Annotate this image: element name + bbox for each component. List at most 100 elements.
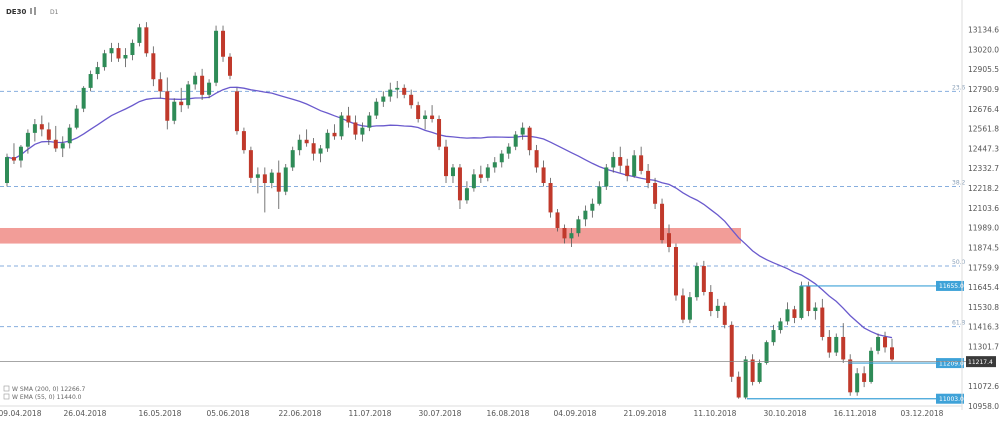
- candle: [74, 105, 79, 130]
- candle: [527, 125, 532, 156]
- y-tick-label: 11301.7: [968, 343, 999, 352]
- candle: [660, 198, 665, 244]
- candle: [653, 177, 658, 209]
- chart-header: DE30 D1: [6, 7, 59, 16]
- candle: [855, 368, 860, 396]
- candle: [841, 323, 846, 363]
- candle: [590, 198, 595, 218]
- candle: [890, 338, 894, 362]
- current-price-label: 11217.4: [968, 359, 993, 366]
- candle: [227, 53, 232, 80]
- y-tick-label: 12218.2: [968, 184, 999, 193]
- candle: [53, 125, 58, 152]
- y-tick-label: 10958.0: [968, 402, 999, 411]
- legend-checkbox[interactable]: [3, 385, 10, 392]
- candles: [5, 22, 894, 400]
- candle: [611, 151, 616, 173]
- candle: [813, 302, 818, 320]
- y-tick-label: 11645.4: [968, 283, 999, 292]
- candle: [158, 72, 163, 99]
- candle: [471, 169, 476, 192]
- legend-entry: W SMA (200, 0) 12266.7: [12, 386, 86, 393]
- y-tick-label: 11072.6: [968, 382, 999, 391]
- horizontal-levels: 11655.0 11209.0 11003.0: [747, 280, 964, 404]
- candle: [179, 87, 184, 113]
- candle: [346, 106, 351, 128]
- level-tag-label: 11655.0: [939, 283, 964, 290]
- y-tick-label: 12790.9: [968, 85, 999, 94]
- candle: [506, 143, 511, 159]
- candle: [667, 224, 672, 253]
- y-tick-label: 12447.3: [968, 144, 999, 153]
- symbol-label: DE30: [6, 8, 26, 16]
- candle: [806, 281, 811, 317]
- candle: [402, 84, 407, 99]
- y-axis: 13134.6 13020.0 12905.5 12790.9 12676.4 12561…: [961, 0, 999, 411]
- candle: [130, 39, 135, 61]
- candle: [834, 333, 839, 356]
- candle: [639, 146, 644, 175]
- y-tick-label: 13134.6: [968, 26, 999, 35]
- candles-icon[interactable]: [30, 7, 36, 15]
- y-tick-label: 12103.6: [968, 204, 999, 213]
- timeframe-label[interactable]: D1: [50, 9, 59, 16]
- candle: [304, 129, 309, 147]
- candle: [283, 163, 288, 196]
- candle: [144, 22, 149, 57]
- candle: [200, 68, 205, 100]
- y-tick-label: 11416.3: [968, 323, 999, 332]
- candle: [276, 160, 281, 209]
- candle: [597, 181, 602, 206]
- y-tick-label: 11759.9: [968, 263, 999, 272]
- candle: [325, 129, 330, 152]
- y-tick-label: 12905.5: [968, 65, 999, 74]
- candle: [221, 25, 226, 62]
- candle: [687, 291, 692, 324]
- legend-checkbox[interactable]: [3, 393, 10, 400]
- candle: [444, 139, 449, 184]
- candle: [374, 98, 379, 120]
- candle: [207, 79, 212, 99]
- y-tick-label: 11530.8: [968, 303, 999, 312]
- candle: [165, 77, 170, 130]
- x-tick-label: 16.11.2018: [834, 409, 877, 418]
- candle: [883, 331, 888, 353]
- x-tick-label: 03.12.2018: [901, 409, 944, 418]
- candle: [576, 215, 581, 237]
- candle: [109, 42, 114, 62]
- candle: [193, 72, 198, 90]
- x-tick-label: 30.07.2018: [419, 409, 462, 418]
- candle: [262, 167, 267, 213]
- sma-line: [6, 86, 893, 339]
- candle: [88, 70, 93, 92]
- x-tick-label: 16.05.2018: [139, 409, 182, 418]
- fib-level-label: 23.6: [952, 84, 966, 91]
- x-tick-label: 11.10.2018: [694, 409, 737, 418]
- candle: [694, 262, 699, 301]
- candle: [353, 115, 358, 140]
- x-tick-label: 26.04.2018: [64, 409, 107, 418]
- candle: [771, 324, 776, 346]
- y-tick-label: 13020.0: [968, 45, 999, 54]
- candle: [583, 205, 588, 227]
- candle: [423, 110, 428, 130]
- candle: [673, 243, 678, 301]
- current-price-line: 11217.4: [0, 356, 996, 368]
- candle: [332, 124, 337, 140]
- candle: [123, 48, 128, 68]
- resistance-zone: [0, 227, 741, 244]
- candle: [722, 302, 727, 329]
- candle: [151, 46, 156, 87]
- candle: [241, 127, 246, 154]
- candle: [269, 169, 274, 189]
- candle: [876, 333, 881, 355]
- x-axis: 09.04.2018 26.04.2018 16.05.2018 05.06.2018…: [0, 405, 962, 418]
- candle: [792, 305, 797, 324]
- candle: [785, 302, 790, 325]
- x-tick-label: 11.07.2018: [349, 409, 392, 418]
- candle: [625, 158, 630, 182]
- candle: [513, 131, 518, 151]
- candle: [395, 80, 400, 99]
- candle: [172, 98, 177, 125]
